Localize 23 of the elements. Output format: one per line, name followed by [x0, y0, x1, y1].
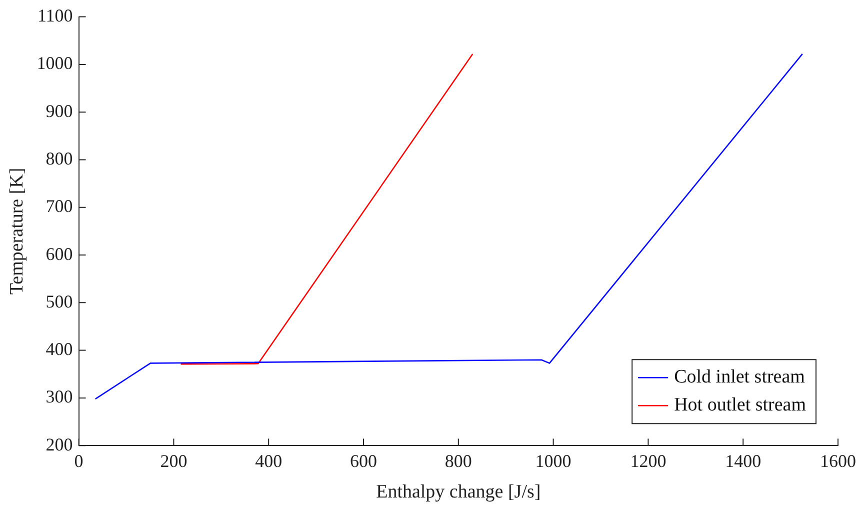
y-tick-label: 700 — [46, 196, 73, 216]
x-tick-label: 400 — [255, 451, 282, 472]
x-tick-label: 1400 — [725, 451, 762, 472]
y-tick-label: 200 — [46, 434, 73, 454]
x-tick-label: 800 — [444, 451, 472, 472]
y-tick-label: 800 — [46, 148, 73, 168]
x-tick-label: 1000 — [535, 451, 572, 472]
y-tick-label: 500 — [46, 291, 73, 312]
y-tick-label: 1100 — [37, 6, 73, 26]
y-tick-label: 600 — [46, 244, 73, 264]
x-tick-label: 0 — [74, 451, 84, 472]
x-axis-title: Enthalpy change [J/s] — [376, 482, 541, 503]
x-tick-label: 1600 — [820, 451, 856, 472]
y-tick-label: 400 — [46, 339, 73, 360]
x-tick-label: 200 — [160, 451, 188, 472]
x-tick-label: 600 — [350, 451, 377, 472]
legend-label: Hot outlet stream — [674, 394, 806, 416]
x-tick-label: 1200 — [630, 451, 666, 472]
y-tick-label: 900 — [46, 100, 73, 121]
y-tick-label: 1000 — [36, 53, 73, 74]
y-tick-label: 300 — [46, 386, 73, 407]
legend-label: Cold inlet stream — [674, 366, 806, 388]
y-axis-title: Temperature [K] — [6, 168, 28, 295]
